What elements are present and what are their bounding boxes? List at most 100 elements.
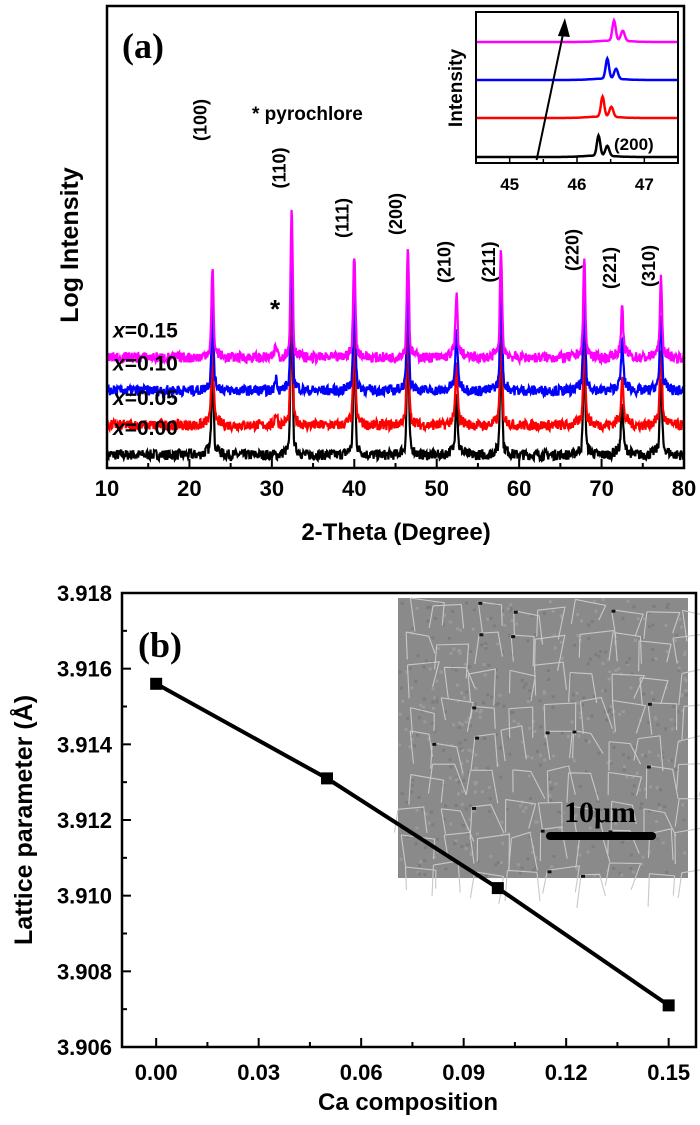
grain-boundary	[539, 826, 568, 862]
sem-texture	[454, 839, 458, 843]
sem-texture	[675, 633, 679, 637]
sem-texture	[631, 792, 635, 796]
sem-texture	[408, 666, 412, 670]
sem-texture	[632, 784, 636, 788]
grain-boundary	[405, 631, 436, 660]
inset-x-ticks: 45 46 47	[475, 156, 679, 194]
sem-texture	[422, 697, 426, 701]
sem-texture	[684, 693, 688, 697]
sem-texture	[677, 668, 681, 672]
sem-texture	[533, 633, 537, 637]
sem-texture	[559, 640, 563, 644]
x-tick-label: 0.09	[442, 1060, 485, 1085]
sem-texture	[526, 639, 530, 643]
sem-texture	[572, 759, 576, 763]
sem-texture	[516, 722, 520, 726]
sem-texture	[411, 778, 415, 782]
sem-texture	[429, 810, 433, 814]
sem-texture	[664, 624, 668, 628]
sem-texture	[659, 788, 663, 792]
sem-texture	[457, 726, 461, 730]
sem-texture	[665, 605, 669, 609]
sem-texture	[419, 703, 423, 707]
sem-texture	[681, 803, 685, 807]
sem-texture	[507, 832, 511, 836]
sem-texture	[534, 866, 538, 870]
sem-texture	[683, 851, 687, 855]
grain-boundary	[546, 765, 576, 803]
sem-texture	[560, 616, 564, 620]
sem-texture	[614, 668, 618, 672]
sem-texture	[651, 623, 655, 627]
sem-texture	[661, 841, 665, 845]
sem-texture	[399, 686, 403, 690]
sem-texture	[400, 602, 404, 606]
sem-texture	[625, 661, 629, 665]
sem-texture	[465, 759, 469, 763]
series-label: x=0.05	[112, 387, 178, 410]
sem-texture	[473, 809, 477, 813]
grain-boundary	[643, 611, 681, 640]
sem-texture	[469, 853, 473, 857]
sem-texture	[593, 874, 597, 878]
peak-label: (210)	[434, 241, 454, 283]
pore	[572, 730, 577, 734]
sem-texture	[612, 866, 616, 870]
sem-texture	[424, 846, 428, 850]
series-labels: x=0.00 x=0.05 x=0.10 x=0.15	[112, 319, 178, 439]
sem-texture	[518, 871, 522, 875]
sem-texture	[656, 837, 660, 841]
sem-texture	[418, 716, 422, 720]
pore	[513, 610, 518, 614]
sem-texture	[474, 753, 478, 757]
sem-texture	[628, 657, 632, 661]
sem-texture	[435, 700, 439, 704]
grain-boundary	[504, 869, 541, 902]
sem-texture	[588, 826, 592, 830]
sem-texture	[548, 780, 552, 784]
sem-texture	[498, 746, 502, 750]
sem-scale-bar	[546, 832, 656, 840]
sem-texture	[400, 792, 404, 796]
sem-texture	[635, 771, 639, 775]
sem-texture	[509, 606, 513, 610]
sem-texture	[582, 696, 586, 700]
sem-texture	[494, 703, 498, 707]
sem-texture	[606, 761, 610, 765]
peak-label: (310)	[639, 245, 659, 287]
grain-boundary	[674, 798, 700, 827]
sem-texture	[658, 807, 662, 811]
sem-texture	[683, 650, 687, 654]
x-tick-label: 0.06	[340, 1060, 383, 1085]
sem-texture	[476, 860, 480, 864]
sem-texture	[599, 808, 603, 812]
grain-boundary	[576, 873, 606, 909]
sem-texture	[612, 730, 616, 734]
sem-texture	[601, 662, 605, 666]
grain-boundary	[542, 865, 581, 894]
grain-boundary	[465, 769, 499, 804]
sem-texture	[524, 682, 528, 686]
sem-texture	[452, 647, 456, 651]
data-point	[150, 677, 163, 690]
sem-texture	[550, 865, 554, 869]
panel-b-ticks: 0.00 0.03 0.06 0.09 0.12 0.15 3.906 3.908 3.910 3…	[57, 581, 690, 1085]
sem-texture	[456, 683, 460, 687]
sem-texture	[620, 873, 624, 877]
sem-texture	[415, 808, 419, 812]
sem-texture	[547, 678, 551, 682]
panel-b-x-axis-label: Ca composition	[318, 1089, 498, 1116]
sem-texture	[447, 636, 451, 640]
sem-texture	[498, 693, 502, 697]
sem-texture	[617, 667, 621, 671]
sem-texture	[494, 863, 498, 867]
sem-texture	[578, 715, 582, 719]
sem-texture	[643, 754, 647, 758]
sem-texture	[609, 705, 613, 709]
sem-texture	[468, 804, 472, 808]
sem-texture	[570, 720, 574, 724]
sem-texture	[576, 701, 580, 705]
sem-texture	[460, 691, 464, 695]
sem-texture	[607, 677, 611, 681]
data-point	[321, 772, 333, 785]
